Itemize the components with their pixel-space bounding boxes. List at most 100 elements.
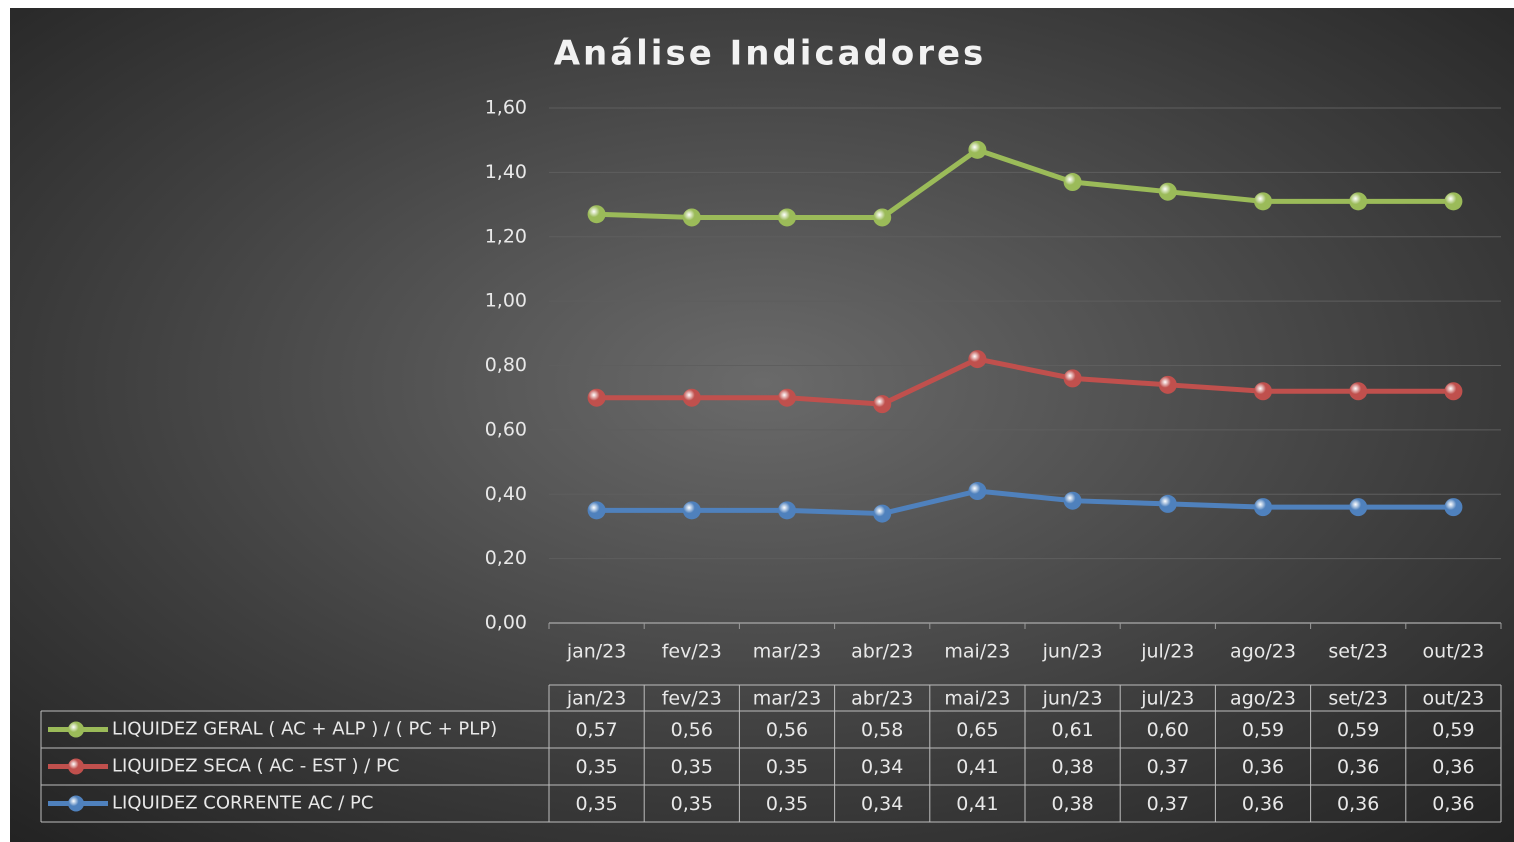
y-tick-label: 1,60: [485, 97, 527, 119]
y-tick-label: 0,60: [485, 418, 527, 440]
y-tick-label: 1,20: [485, 225, 527, 247]
data-point: [1063, 491, 1082, 510]
table-cell: 0,35: [766, 756, 808, 778]
table-cell: 0,36: [1242, 756, 1284, 778]
data-point: [587, 205, 606, 224]
table-cell: 0,56: [766, 719, 808, 741]
table-cell: 0,35: [671, 756, 713, 778]
data-point: [1349, 382, 1368, 401]
data-point: [682, 388, 701, 407]
table-cell: 0,34: [861, 756, 903, 778]
data-point: [1254, 192, 1272, 211]
table-cell: 0,59: [1432, 719, 1474, 741]
table-header: set/23: [1328, 688, 1388, 710]
table-cell: 0,65: [956, 719, 998, 741]
data-point: [968, 482, 987, 501]
data-point: [1349, 498, 1368, 517]
data-point: [1444, 382, 1463, 401]
data-point: [1158, 375, 1177, 394]
data-point: [682, 501, 701, 520]
y-tick-label: 1,00: [485, 290, 527, 312]
table-cell: 0,58: [861, 719, 903, 741]
y-tick-label: 0,80: [485, 354, 527, 376]
data-point: [968, 140, 987, 159]
x-tick-label: mar/23: [753, 641, 822, 663]
table-cell: 0,38: [1051, 756, 1093, 778]
table-cell: 0,38: [1051, 793, 1093, 815]
table-cell: 0,59: [1337, 719, 1379, 741]
table-cell: 0,37: [1147, 793, 1189, 815]
legend-label: LIQUIDEZ CORRENTE AC / PC: [112, 793, 373, 814]
table-cell: 0,36: [1337, 793, 1379, 815]
legend-marker: [68, 758, 84, 775]
legend-marker: [68, 795, 84, 812]
table-header: out/23: [1423, 688, 1485, 710]
data-point: [1158, 182, 1177, 201]
y-tick-label: 0,00: [485, 612, 527, 634]
table-header: jan/23: [566, 688, 627, 710]
x-tick-label: ago/23: [1230, 641, 1296, 663]
data-point: [1254, 382, 1272, 401]
data-point: [1063, 173, 1082, 192]
x-tick-label: jun/23: [1042, 641, 1103, 663]
table-cell: 0,35: [575, 793, 617, 815]
series-line: [596, 356, 1454, 407]
table-cell: 0,36: [1337, 756, 1379, 778]
table-header: mar/23: [753, 688, 822, 710]
data-point: [778, 388, 796, 407]
data-point: [778, 501, 796, 520]
data-point: [1349, 192, 1368, 211]
data-point: [587, 501, 606, 520]
data-point: [587, 388, 606, 407]
x-tick-label: abr/23: [851, 641, 913, 663]
data-point: [873, 208, 892, 227]
x-tick-label: jul/23: [1140, 641, 1194, 663]
table-cell: 0,56: [671, 719, 713, 741]
x-tick-label: out/23: [1423, 641, 1485, 663]
table-header: mai/23: [944, 688, 1010, 710]
x-tick-label: mai/23: [944, 641, 1010, 663]
table-cell: 0,36: [1242, 793, 1284, 815]
table-cell: 0,57: [575, 719, 617, 741]
chart-title: Análise Indicadores: [554, 34, 987, 74]
data-point: [873, 504, 892, 523]
table-cell: 0,41: [956, 756, 998, 778]
legend-label: LIQUIDEZ GERAL ( AC + ALP ) / ( PC + PLP…: [112, 719, 497, 740]
data-point: [1063, 369, 1082, 388]
table-header: ago/23: [1230, 688, 1296, 710]
table-cell: 0,60: [1147, 719, 1189, 741]
data-point: [873, 395, 892, 414]
data-point: [778, 208, 796, 227]
data-point: [1254, 498, 1272, 517]
table-cell: 0,34: [861, 793, 903, 815]
table-cell: 0,35: [671, 793, 713, 815]
table-header: abr/23: [851, 688, 913, 710]
legend-label: LIQUIDEZ SECA ( AC - EST ) / PC: [112, 756, 399, 777]
x-tick-label: set/23: [1328, 641, 1388, 663]
table-cell: 0,37: [1147, 756, 1189, 778]
table-cell: 0,36: [1432, 756, 1474, 778]
data-point: [1158, 494, 1177, 513]
table-cell: 0,35: [575, 756, 617, 778]
table-header: fev/23: [662, 688, 722, 710]
table-cell: 0,36: [1432, 793, 1474, 815]
table-header: jun/23: [1042, 688, 1103, 710]
y-tick-label: 0,40: [485, 483, 527, 505]
x-tick-label: fev/23: [662, 641, 722, 663]
table-cell: 0,35: [766, 793, 808, 815]
table-cell: 0,59: [1242, 719, 1284, 741]
table-header: jul/23: [1140, 688, 1194, 710]
legend-marker: [68, 721, 84, 738]
data-point: [682, 208, 701, 227]
chart-background: [10, 8, 1514, 842]
y-tick-label: 0,20: [485, 547, 527, 569]
series-line: [596, 488, 1454, 517]
table-cell: 0,41: [956, 793, 998, 815]
data-point: [1444, 498, 1463, 517]
data-point: [1444, 192, 1463, 211]
x-tick-label: jan/23: [566, 641, 627, 663]
data-point: [968, 350, 987, 369]
series-line: [596, 147, 1454, 220]
y-tick-label: 1,40: [485, 161, 527, 183]
